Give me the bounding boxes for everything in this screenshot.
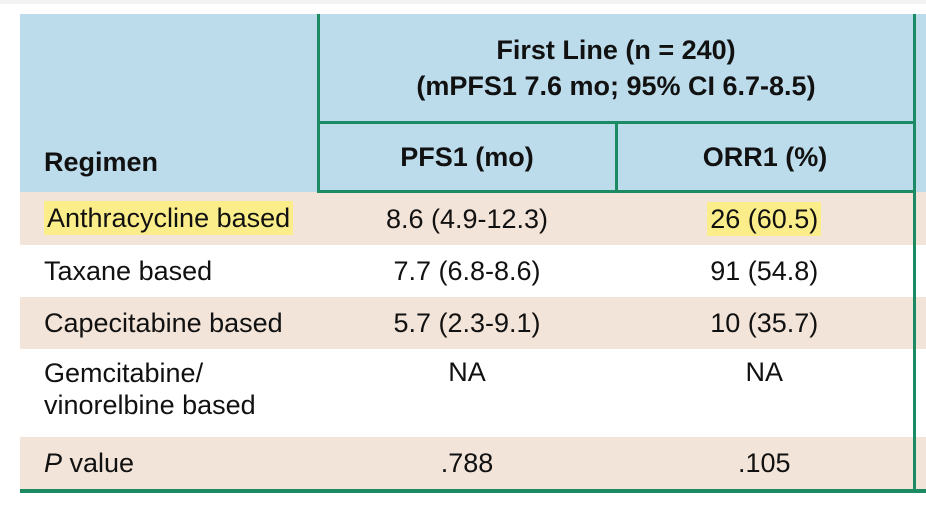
pfs-column-header: PFS1 (mo) — [316, 122, 616, 193]
truncated-cell — [914, 245, 926, 297]
pfs-cell: 5.7 (2.3-9.1) — [318, 297, 616, 349]
regimen-cell: Taxane based — [20, 245, 318, 297]
p-symbol: P — [44, 448, 63, 478]
regimen-cell: Anthracycline based — [20, 191, 318, 245]
p-value-label: value — [62, 448, 135, 478]
group-header-line2: (mPFS1 7.6 mo; 95% CI 6.7-8.5) — [416, 70, 816, 101]
column-header-row: PFS1 (mo) ORR1 (%) — [20, 122, 926, 193]
highlighted-text: 26 (60.5) — [707, 201, 822, 236]
pfs-cell: 8.6 (4.9-12.3) — [318, 191, 616, 245]
orr-cell: NA — [616, 349, 916, 437]
truncated-cell — [914, 349, 926, 437]
truncated-cell — [914, 191, 926, 245]
orr-cell: .105 — [616, 437, 916, 493]
truncated-cell — [914, 437, 926, 493]
first-line-group-header: First Line (n = 240) (mPFS1 7.6 mo; 95% … — [316, 14, 916, 124]
regimen-line1: Gemcitabine/ — [44, 358, 204, 388]
orr-column-header: ORR1 (%) — [614, 122, 916, 193]
regimen-cell: Capecitabine based — [20, 297, 318, 349]
group-header-row: Regimen First Line (n = 240) (mPFS1 7.6 … — [20, 14, 926, 192]
truncated-header-cell — [914, 14, 926, 192]
regimen-column-header: Regimen — [20, 14, 318, 192]
orr-cell: 26 (60.5) — [616, 191, 916, 245]
group-header-line1: First Line (n = 240) — [496, 34, 736, 65]
regimen-cell: P value — [20, 437, 318, 493]
table-row: Capecitabine based 5.7 (2.3-9.1) 10 (35.… — [20, 297, 926, 349]
results-table: Regimen First Line (n = 240) (mPFS1 7.6 … — [20, 14, 926, 493]
table-row: P value .788 .105 — [20, 437, 926, 493]
orr-cell: 91 (54.8) — [616, 245, 916, 297]
pfs-cell: 7.7 (6.8-8.6) — [318, 245, 616, 297]
pfs-cell: NA — [318, 349, 616, 437]
regimen-cell: Gemcitabine/ vinorelbine based — [20, 349, 318, 437]
table-row: Gemcitabine/ vinorelbine based NA NA — [20, 349, 926, 437]
orr-cell: 10 (35.7) — [616, 297, 916, 349]
top-rule — [0, 0, 926, 4]
highlighted-text: Anthracycline based — [44, 201, 294, 236]
table-row: Anthracycline based 8.6 (4.9-12.3) 26 (6… — [20, 191, 926, 245]
regimen-line2: vinorelbine based — [44, 390, 256, 420]
table-row: Taxane based 7.7 (6.8-8.6) 91 (54.8) — [20, 245, 926, 297]
results-table-container: Regimen First Line (n = 240) (mPFS1 7.6 … — [20, 14, 926, 493]
truncated-cell — [914, 297, 926, 349]
pfs-cell: .788 — [318, 437, 616, 493]
